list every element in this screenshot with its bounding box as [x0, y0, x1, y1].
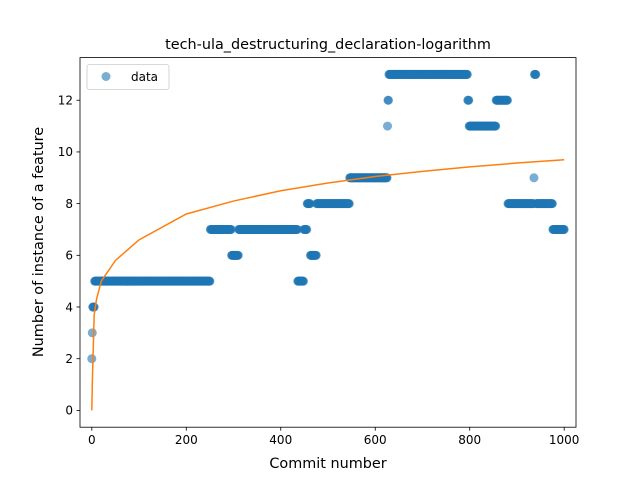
- y-tick-label: 0: [65, 404, 73, 418]
- legend-label: data: [131, 70, 158, 84]
- data-point: [298, 276, 308, 286]
- x-tick-label: 800: [458, 433, 481, 447]
- data-point: [383, 95, 393, 105]
- x-tick-label: 200: [175, 433, 198, 447]
- data-points: [87, 69, 569, 364]
- y-tick-label: 6: [65, 249, 73, 263]
- y-tick-label: 10: [58, 145, 73, 159]
- data-point: [464, 95, 474, 105]
- legend: data: [86, 64, 170, 90]
- y-tick-label: 8: [65, 197, 73, 211]
- data-point: [559, 224, 569, 234]
- legend-box: [86, 64, 170, 90]
- data-point: [531, 69, 541, 79]
- x-tick-label: 600: [364, 433, 387, 447]
- data-point: [311, 250, 321, 260]
- fit-curve: [91, 158, 565, 411]
- chart-title: tech-ula_destructuring_declaration-logar…: [165, 37, 491, 53]
- data-point: [292, 224, 302, 234]
- plot-area: [87, 69, 569, 411]
- x-axis: 0 200 400 600 800 1000: [88, 427, 579, 447]
- data-point: [529, 173, 539, 183]
- data-point: [491, 121, 501, 131]
- data-point: [462, 69, 472, 79]
- data-point: [226, 224, 236, 234]
- data-point: [87, 354, 97, 364]
- x-tick-label: 400: [269, 433, 292, 447]
- data-point: [302, 224, 312, 234]
- axes-frame: [79, 57, 577, 428]
- y-tick-label: 2: [65, 352, 73, 366]
- y-tick-label: 12: [58, 94, 73, 108]
- data-point: [344, 199, 354, 209]
- y-axis-label: Number of instance of a feature: [31, 127, 47, 357]
- data-point: [305, 199, 315, 209]
- data-point: [233, 250, 243, 260]
- data-point: [503, 95, 512, 105]
- data-point: [547, 199, 557, 209]
- x-axis-label: Commit number: [269, 456, 386, 472]
- data-point: [383, 121, 393, 131]
- legend-marker-icon: [101, 72, 111, 81]
- data-point: [205, 276, 215, 286]
- data-point: [87, 328, 97, 338]
- y-tick-label: 4: [65, 300, 73, 314]
- y-axis: 0 2 4 6 8 10 12: [58, 94, 80, 418]
- x-tick-label: 0: [88, 433, 96, 447]
- x-tick-label: 1000: [549, 433, 580, 447]
